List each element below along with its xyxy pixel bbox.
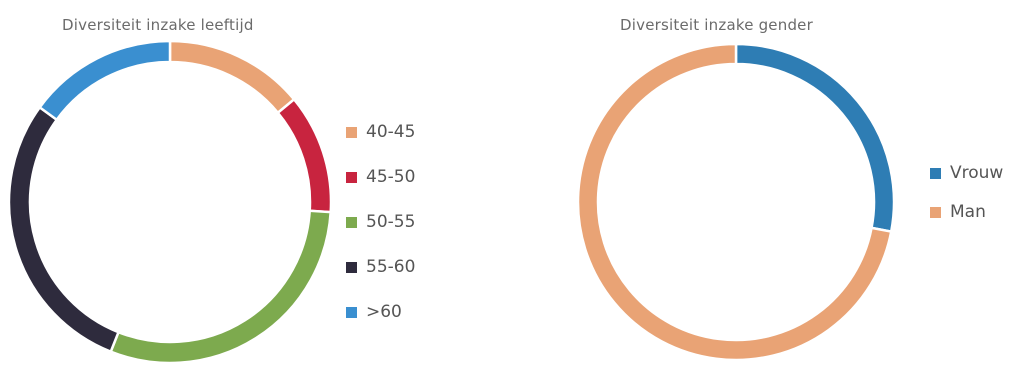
legend-label: Man — [950, 202, 986, 222]
donut-slice-man — [576, 42, 893, 362]
legend-swatch — [930, 167, 941, 179]
legend: 40-45 45-50 50-55 55-60 >60 — [346, 120, 415, 345]
legend-label: 55-60 — [366, 257, 416, 277]
legend: Vrouw Man — [930, 161, 1003, 239]
legend-label: 50-55 — [366, 212, 416, 232]
legend-label: 40-45 — [366, 122, 416, 142]
donut-slice-50-55 — [109, 209, 333, 365]
chart-title: Diversiteit inzake leeftijd — [62, 16, 254, 34]
legend-item-man: Man — [930, 200, 1003, 224]
legend-item-40-45: 40-45 — [346, 120, 415, 144]
legend-swatch — [346, 216, 357, 228]
legend-swatch — [346, 261, 357, 273]
legend-label: >60 — [366, 302, 402, 322]
donut-slice-40-45 — [168, 39, 296, 115]
legend-swatch — [346, 126, 357, 138]
donut-slice-45-50 — [276, 97, 333, 214]
legend-item-45-50: 45-50 — [346, 165, 415, 189]
legend-item-vrouw: Vrouw — [930, 161, 1003, 185]
donut-chart-age — [7, 39, 333, 365]
donut-chart-gender — [576, 42, 896, 362]
chart-title: Diversiteit inzake gender — [620, 16, 813, 34]
legend-swatch — [346, 171, 357, 183]
legend-item-gt-60: >60 — [346, 300, 415, 324]
donut-slice-55-60 — [7, 105, 121, 354]
legend-label: 45-50 — [366, 167, 416, 187]
legend-swatch — [346, 306, 357, 318]
legend-item-55-60: 55-60 — [346, 255, 415, 279]
donut-slice-vrouw — [734, 42, 896, 234]
age-diversity-chart: Diversiteit inzake leeftijd 40-45 45-50 50… — [0, 0, 500, 367]
legend-label: Vrouw — [950, 163, 1004, 183]
legend-item-50-55: 50-55 — [346, 210, 415, 234]
gender-diversity-chart: Diversiteit inzake gender Vrouw Man — [500, 0, 1014, 367]
legend-swatch — [930, 206, 941, 218]
donut-slice-gt-60 — [38, 39, 172, 122]
